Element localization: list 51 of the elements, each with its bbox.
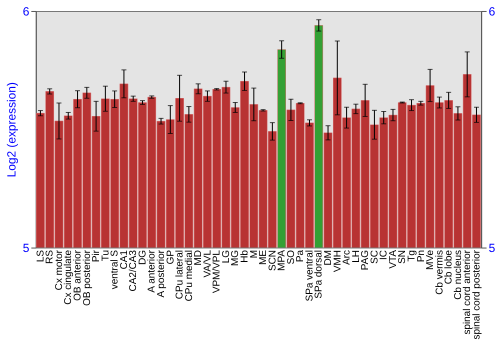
x-tick-label: Hb <box>240 250 251 263</box>
x-tick-label: Tg <box>406 250 418 262</box>
x-tick-label: LS <box>35 250 46 262</box>
x-tick-label: CA1 <box>118 250 130 270</box>
x-tick-label: SPa ventral <box>304 250 316 302</box>
x-tick-label: RS <box>44 250 56 264</box>
x-tick-label: Pir <box>91 249 102 262</box>
x-tick-label: spinal cord anterior <box>462 249 474 335</box>
x-tick-label: SCN <box>267 250 278 272</box>
x-tick-label: OB anterior <box>72 249 84 301</box>
x-tick-label: A posterior <box>156 249 168 298</box>
x-tick-label: MD <box>193 250 204 266</box>
x-tick-label: DG <box>137 250 148 265</box>
x-tick-label: Cb lobe <box>444 250 455 284</box>
x-tick-label: MG <box>230 250 242 266</box>
x-tick-label: Cx cingulate <box>63 250 74 305</box>
x-tick-label: SPa dorsal <box>314 250 325 299</box>
x-tick-label: Cx motor <box>54 249 65 290</box>
x-tick-label: PAG <box>360 250 372 270</box>
x-tick-label: OB posterior <box>82 249 93 306</box>
x-tick-label: MPA <box>276 250 288 271</box>
x-tick-label: M <box>248 250 260 258</box>
y2-tick-label: 5 <box>488 241 496 256</box>
x-tick-label: LG <box>220 250 232 264</box>
y2-tick-label: 6 <box>488 4 496 18</box>
x-tick-label: SN <box>397 250 408 264</box>
y-axis-title: Log2 (expression) <box>4 82 19 178</box>
x-tick-label: Cb vermis <box>434 250 446 295</box>
x-tick-label: ME <box>258 250 270 265</box>
x-tick-label: VMH <box>332 250 344 272</box>
x-tick-label: MVe <box>425 250 436 270</box>
x-tick-label: SC <box>369 250 380 264</box>
x-tick-label: CA2/CA3 <box>128 250 140 292</box>
x-tick-label: Pa <box>295 250 306 262</box>
x-tick-label: GP <box>165 250 176 264</box>
x-tick-label: VA/VL <box>202 250 214 278</box>
x-tick-label: CPu medial <box>184 250 195 302</box>
x-tick-label: Tu <box>100 250 112 262</box>
x-tick-label: SO <box>286 250 297 264</box>
x-tick-label: DM <box>323 250 334 266</box>
x-tick-label: Cb nucleus <box>452 250 464 300</box>
x-tick-label: LH <box>350 250 362 263</box>
x-tick-label: Pn <box>416 250 427 262</box>
x-tick-label: CPu lateral <box>174 250 186 300</box>
x-tick-label: Arc <box>342 250 353 265</box>
x-tick-label: ventral S <box>110 250 121 290</box>
x-tick-label: VTA <box>388 250 399 269</box>
x-tick-label: A anterior <box>146 249 158 293</box>
x-tick-label: IC <box>378 250 390 260</box>
x-tick-label: VPM/VPL <box>212 250 223 294</box>
x-tick-label: spinal cord posterior <box>471 249 482 340</box>
